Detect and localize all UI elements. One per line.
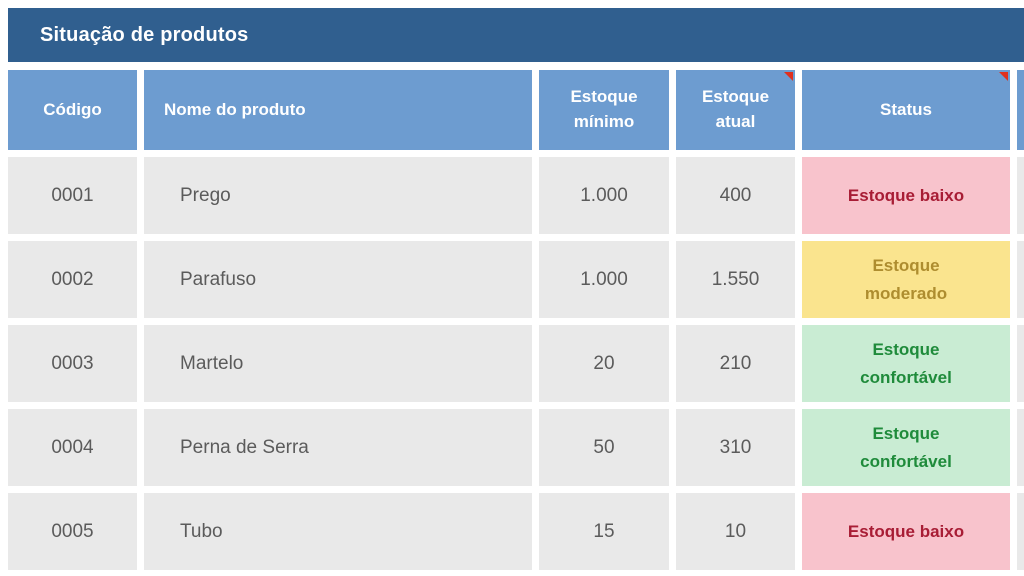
- cell-nome[interactable]: Martelo: [144, 325, 532, 402]
- cell-codigo[interactable]: 0002: [8, 241, 137, 318]
- cell-status[interactable]: Estoque moderado: [802, 241, 1010, 318]
- next-column-header-sliver[interactable]: [1017, 70, 1024, 150]
- table-header-row: Código Nome do produto Estoque mínimo Es…: [8, 70, 1024, 150]
- cell-estoque-atual[interactable]: 310: [676, 409, 795, 486]
- sheet-title-bar[interactable]: Situação de produtos: [8, 8, 1024, 62]
- cell-status[interactable]: Estoque baixo: [802, 493, 1010, 570]
- cell-estoque-atual[interactable]: 1.550: [676, 241, 795, 318]
- cell-estoque-minimo[interactable]: 1.000: [539, 241, 669, 318]
- cell-estoque-atual[interactable]: 210: [676, 325, 795, 402]
- column-header-codigo[interactable]: Código: [8, 70, 137, 150]
- cell-estoque-atual[interactable]: 10: [676, 493, 795, 570]
- cell-codigo[interactable]: 0005: [8, 493, 137, 570]
- cell-nome[interactable]: Tubo: [144, 493, 532, 570]
- cell-estoque-atual[interactable]: 400: [676, 157, 795, 234]
- cell-codigo[interactable]: 0004: [8, 409, 137, 486]
- cell-status[interactable]: Estoque confortável: [802, 409, 1010, 486]
- comment-marker-icon: [999, 72, 1008, 81]
- cell-codigo[interactable]: 0003: [8, 325, 137, 402]
- cell-nome[interactable]: Prego: [144, 157, 532, 234]
- column-header-status[interactable]: Status: [802, 70, 1010, 150]
- cell-status[interactable]: Estoque baixo: [802, 157, 1010, 234]
- table-row: 0005 Tubo 15 10 Estoque baixo: [8, 493, 1024, 570]
- next-column-cell-sliver[interactable]: [1017, 493, 1024, 570]
- cell-estoque-minimo[interactable]: 20: [539, 325, 669, 402]
- cell-nome[interactable]: Perna de Serra: [144, 409, 532, 486]
- column-header-status-label: Status: [880, 99, 932, 119]
- table-row: 0001 Prego 1.000 400 Estoque baixo: [8, 157, 1024, 234]
- sheet-title: Situação de produtos: [40, 23, 249, 46]
- table-row: 0004 Perna de Serra 50 310 Estoque confo…: [8, 409, 1024, 486]
- cell-estoque-minimo[interactable]: 1.000: [539, 157, 669, 234]
- next-column-cell-sliver[interactable]: [1017, 409, 1024, 486]
- cell-estoque-minimo[interactable]: 50: [539, 409, 669, 486]
- table-row: 0003 Martelo 20 210 Estoque confortável: [8, 325, 1024, 402]
- table-row: 0002 Parafuso 1.000 1.550 Estoque modera…: [8, 241, 1024, 318]
- cell-status[interactable]: Estoque confortável: [802, 325, 1010, 402]
- next-column-cell-sliver[interactable]: [1017, 325, 1024, 402]
- comment-marker-icon: [784, 72, 793, 81]
- cell-codigo[interactable]: 0001: [8, 157, 137, 234]
- column-header-estoque-atual-label: Estoque atual: [701, 87, 770, 131]
- column-header-estoque-atual[interactable]: Estoque atual: [676, 70, 795, 150]
- products-status-sheet: Situação de produtos Código Nome do prod…: [8, 8, 1024, 570]
- next-column-cell-sliver[interactable]: [1017, 157, 1024, 234]
- cell-nome[interactable]: Parafuso: [144, 241, 532, 318]
- column-header-nome[interactable]: Nome do produto: [144, 70, 532, 150]
- cell-estoque-minimo[interactable]: 15: [539, 493, 669, 570]
- next-column-cell-sliver[interactable]: [1017, 241, 1024, 318]
- column-header-estoque-minimo[interactable]: Estoque mínimo: [539, 70, 669, 150]
